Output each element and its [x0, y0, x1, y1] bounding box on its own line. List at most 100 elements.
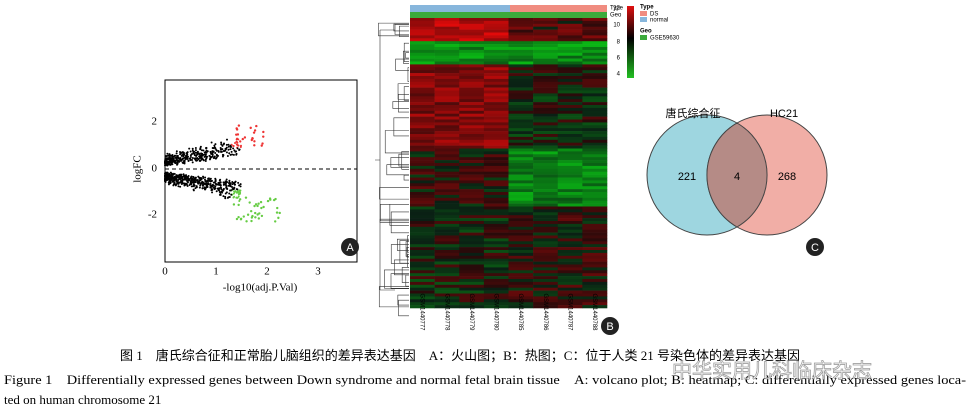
venn-diagram: 唐氏综合征 HC21 221 4 268 C [646, 106, 828, 256]
point [211, 155, 214, 158]
point [226, 155, 229, 158]
cell [508, 44, 534, 48]
point [249, 126, 252, 130]
point [227, 148, 230, 151]
cell [582, 29, 608, 33]
cell [582, 148, 608, 152]
cell [508, 261, 534, 265]
cell [582, 171, 608, 175]
cell [459, 241, 485, 245]
cell [582, 125, 608, 129]
point [275, 211, 279, 214]
cell [459, 264, 485, 268]
point [220, 148, 223, 151]
cell [410, 279, 435, 283]
cell [533, 273, 559, 277]
cell [434, 148, 460, 152]
cell [582, 93, 608, 97]
cell [508, 299, 534, 303]
cell [459, 131, 485, 135]
point [172, 172, 175, 175]
cell [483, 250, 509, 254]
cell [508, 38, 534, 42]
point [225, 138, 228, 141]
cell [459, 58, 485, 62]
point [228, 184, 231, 187]
cell [508, 255, 534, 259]
legend-title: Type [640, 5, 654, 11]
cell [410, 287, 435, 291]
cell [508, 102, 534, 106]
cell [483, 229, 509, 233]
cell [533, 41, 559, 45]
cell [508, 122, 534, 126]
cell [508, 78, 534, 83]
cell [557, 226, 583, 230]
point [166, 174, 169, 177]
point [184, 183, 187, 186]
cell [434, 64, 460, 68]
cell [557, 96, 583, 100]
cell [483, 47, 509, 51]
cell [483, 23, 509, 27]
cell [410, 221, 435, 225]
cell [483, 55, 509, 59]
point [180, 154, 183, 157]
cell [582, 107, 608, 112]
point [166, 158, 169, 161]
cell [410, 93, 435, 97]
cell [508, 284, 534, 288]
cell [459, 139, 485, 143]
cell [459, 67, 485, 71]
point [164, 176, 167, 179]
point [170, 159, 173, 162]
point [214, 185, 217, 188]
cell [557, 252, 583, 257]
cell [582, 215, 608, 219]
point [179, 185, 182, 188]
point [244, 196, 248, 199]
cell [410, 44, 435, 48]
cell [533, 284, 559, 288]
cell [410, 305, 435, 309]
point [164, 161, 167, 164]
point [277, 216, 280, 220]
cell [508, 110, 534, 114]
cell [557, 49, 583, 54]
cell [582, 264, 608, 268]
point [243, 136, 247, 139]
panel-label: A [346, 242, 354, 254]
cell [483, 270, 509, 274]
cell [459, 23, 485, 27]
cell [508, 70, 534, 74]
cell [582, 221, 608, 225]
cell [410, 47, 435, 51]
point [204, 188, 207, 191]
cell [508, 221, 534, 225]
cell [483, 258, 509, 262]
cell [459, 148, 485, 152]
point [211, 183, 214, 186]
cell [582, 139, 608, 143]
cell [533, 189, 559, 193]
cell [410, 32, 435, 36]
cell [582, 41, 608, 45]
plot-frame [164, 79, 358, 263]
cell [410, 110, 435, 114]
point [167, 160, 170, 163]
point [213, 156, 216, 159]
cell [434, 180, 460, 184]
point [253, 204, 256, 208]
point [219, 191, 222, 194]
cell [582, 35, 608, 39]
point [193, 184, 196, 187]
sample-label: GSM1440778 [443, 293, 449, 331]
cell [459, 35, 485, 39]
cells [410, 18, 608, 309]
cell [582, 55, 608, 59]
cell [508, 145, 534, 149]
cell [557, 41, 583, 45]
cell [557, 122, 583, 126]
point [217, 183, 220, 186]
cell [483, 261, 509, 265]
